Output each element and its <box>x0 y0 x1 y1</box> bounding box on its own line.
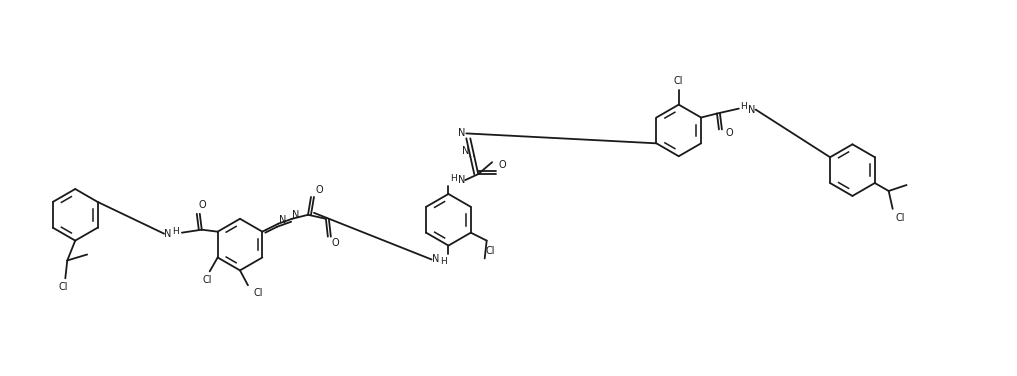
Text: O: O <box>332 238 340 247</box>
Text: N: N <box>749 105 756 115</box>
Text: Cl: Cl <box>896 213 905 223</box>
Text: Cl: Cl <box>486 246 495 256</box>
Text: N: N <box>458 129 465 138</box>
Text: O: O <box>315 185 322 195</box>
Text: N: N <box>458 175 465 185</box>
Text: Cl: Cl <box>674 76 683 86</box>
Text: H: H <box>173 227 179 236</box>
Text: H: H <box>451 174 457 183</box>
Text: Cl: Cl <box>253 288 262 298</box>
Text: O: O <box>199 200 206 210</box>
Text: H: H <box>740 102 747 111</box>
Text: O: O <box>725 129 732 138</box>
Text: N: N <box>165 229 172 239</box>
Text: N: N <box>279 215 286 225</box>
Text: N: N <box>432 255 439 264</box>
Text: N: N <box>293 210 300 220</box>
Text: O: O <box>498 160 505 170</box>
Text: Cl: Cl <box>203 275 213 285</box>
Text: Cl: Cl <box>59 282 68 292</box>
Text: N: N <box>462 146 469 156</box>
Text: H: H <box>440 257 446 266</box>
